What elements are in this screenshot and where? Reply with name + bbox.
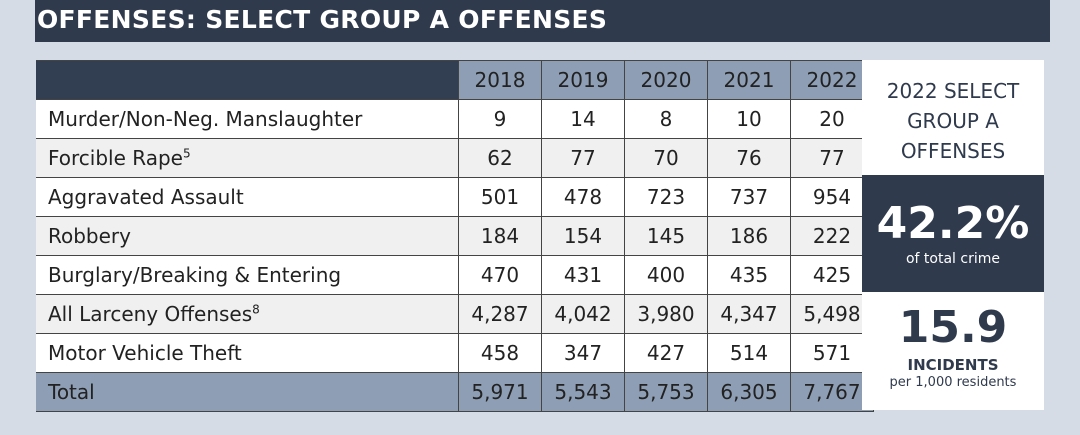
year-header: 2022 xyxy=(790,60,874,100)
value-cell: 435 xyxy=(707,255,791,295)
value-cell: 501 xyxy=(458,177,542,217)
data-row: Aggravated Assault 501 478 723 737 954 xyxy=(36,177,874,217)
value-cell: 737 xyxy=(707,177,791,217)
row-label: Total xyxy=(36,372,459,412)
value-cell: 7,767 xyxy=(790,372,874,412)
value-cell: 400 xyxy=(624,255,708,295)
rate-caption: per 1,000 residents xyxy=(889,375,1017,390)
value-cell: 3,980 xyxy=(624,294,708,334)
row-label: Robbery xyxy=(36,216,459,256)
row-label: Aggravated Assault xyxy=(36,177,459,217)
value-cell: 4,042 xyxy=(541,294,625,334)
row-label: Forcible Rape5 xyxy=(36,138,459,178)
value-cell: 14 xyxy=(541,99,625,139)
value-cell: 5,543 xyxy=(541,372,625,412)
share-value: 42.2% xyxy=(876,198,1030,249)
value-cell: 10 xyxy=(707,99,791,139)
label-text: Burglary/Breaking & Entering xyxy=(48,263,342,287)
data-row: Burglary/Breaking & Entering 470 431 400 435… xyxy=(36,255,874,295)
value-cell: 76 xyxy=(707,138,791,178)
rate-unit: INCIDENTS xyxy=(907,356,999,374)
label-text: Motor Vehicle Theft xyxy=(48,341,242,365)
data-row: Forcible Rape5 62 77 70 76 77 xyxy=(36,138,874,178)
data-row: Motor Vehicle Theft 458 347 427 514 571 xyxy=(36,333,874,373)
share-box: 42.2% of total crime xyxy=(862,175,1044,292)
value-cell: 5,498 xyxy=(790,294,874,334)
footnote-mark: 8 xyxy=(252,302,260,317)
year-header: 2019 xyxy=(541,60,625,100)
footnote-mark: 5 xyxy=(183,146,191,161)
row-label: Burglary/Breaking & Entering xyxy=(36,255,459,295)
value-cell: 184 xyxy=(458,216,542,256)
value-cell: 6,305 xyxy=(707,372,791,412)
value-cell: 470 xyxy=(458,255,542,295)
row-label: Murder/Non-Neg. Manslaughter xyxy=(36,99,459,139)
value-cell: 347 xyxy=(541,333,625,373)
value-cell: 9 xyxy=(458,99,542,139)
value-cell: 145 xyxy=(624,216,708,256)
value-cell: 954 xyxy=(790,177,874,217)
value-cell: 431 xyxy=(541,255,625,295)
value-cell: 571 xyxy=(790,333,874,373)
value-cell: 154 xyxy=(541,216,625,256)
label-text: All Larceny Offenses xyxy=(48,302,253,326)
value-cell: 427 xyxy=(624,333,708,373)
value-cell: 425 xyxy=(790,255,874,295)
offense-table: 2018 2019 2020 2021 2022 Murder/Non-Neg. Mans… xyxy=(36,60,874,412)
summary-panel: 2022 SELECT GROUP A OFFENSES 42.2% of to… xyxy=(862,60,1044,410)
corner-cell xyxy=(36,60,459,100)
rate-value: 15.9 xyxy=(898,302,1008,353)
panel-title: 2022 SELECT GROUP A OFFENSES xyxy=(862,60,1044,175)
value-cell: 458 xyxy=(458,333,542,373)
value-cell: 8 xyxy=(624,99,708,139)
value-cell: 478 xyxy=(541,177,625,217)
header-row: 2018 2019 2020 2021 2022 xyxy=(36,60,874,100)
year-header: 2021 xyxy=(707,60,791,100)
label-text: Aggravated Assault xyxy=(48,185,244,209)
label-text: Robbery xyxy=(48,224,131,248)
data-row: Murder/Non-Neg. Manslaughter 9 14 8 10 20 xyxy=(36,99,874,139)
total-row: Total 5,971 5,543 5,753 6,305 7,767 xyxy=(36,372,874,412)
value-cell: 4,287 xyxy=(458,294,542,334)
row-label: All Larceny Offenses8 xyxy=(36,294,459,334)
value-cell: 186 xyxy=(707,216,791,256)
data-row: All Larceny Offenses8 4,287 4,042 3,980 4,34… xyxy=(36,294,874,334)
year-header: 2020 xyxy=(624,60,708,100)
value-cell: 5,971 xyxy=(458,372,542,412)
row-label: Motor Vehicle Theft xyxy=(36,333,459,373)
year-header: 2018 xyxy=(458,60,542,100)
rate-box: 15.9 INCIDENTS per 1,000 residents xyxy=(862,292,1044,410)
value-cell: 723 xyxy=(624,177,708,217)
data-row: Robbery 184 154 145 186 222 xyxy=(36,216,874,256)
value-cell: 70 xyxy=(624,138,708,178)
value-cell: 4,347 xyxy=(707,294,791,334)
value-cell: 5,753 xyxy=(624,372,708,412)
header-title: OFFENSES: SELECT GROUP A OFFENSES xyxy=(35,0,1050,42)
label-text: Total xyxy=(48,380,95,404)
value-cell: 77 xyxy=(541,138,625,178)
label-text: Forcible Rape xyxy=(48,146,183,170)
value-cell: 514 xyxy=(707,333,791,373)
label-text: Murder/Non-Neg. Manslaughter xyxy=(48,107,363,131)
share-caption: of total crime xyxy=(905,251,1000,267)
value-cell: 62 xyxy=(458,138,542,178)
